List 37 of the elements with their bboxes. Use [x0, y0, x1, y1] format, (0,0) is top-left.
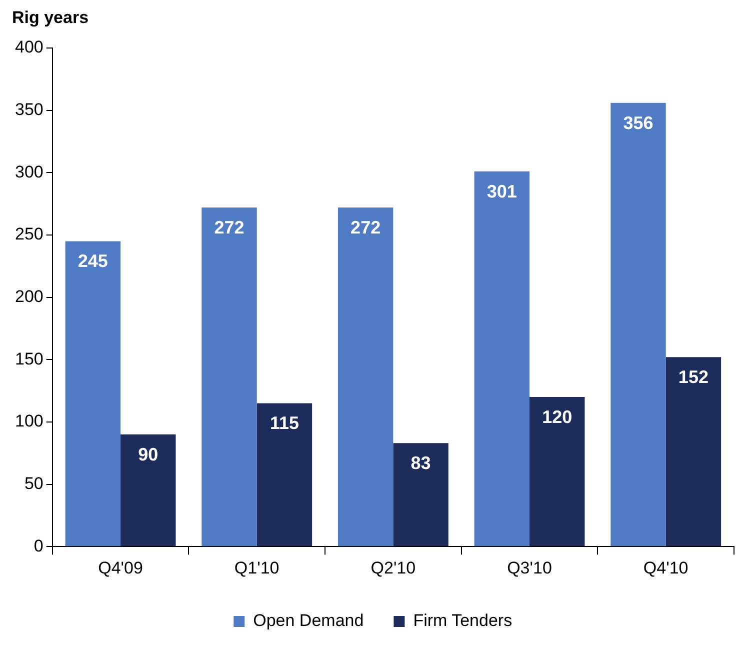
x-tick-label: Q1'10: [234, 558, 280, 578]
legend-label: Firm Tenders: [413, 611, 512, 630]
y-tick-label: 100: [14, 412, 44, 431]
bar: [666, 357, 722, 546]
data-label: 120: [542, 406, 572, 427]
data-label: 90: [138, 444, 158, 464]
x-tick-label: Q2'10: [370, 558, 416, 578]
data-label: 83: [410, 453, 431, 474]
data-label: 152: [678, 367, 708, 388]
y-tick-label: 350: [14, 100, 44, 120]
y-tick-label: 400: [14, 38, 44, 57]
bar: [202, 208, 257, 546]
x-tick-label: Q4'10: [643, 558, 688, 578]
y-tick-label: 150: [14, 349, 44, 368]
y-tick-label: 250: [14, 224, 44, 244]
bar: [65, 241, 121, 546]
data-label: 115: [270, 413, 299, 434]
legend-label: Open Demand: [253, 611, 364, 630]
data-label: 356: [623, 112, 654, 133]
bar: [530, 397, 585, 546]
data-label: 272: [350, 218, 381, 238]
y-tick-label: 200: [14, 286, 44, 306]
x-tick-label: Q3'10: [507, 558, 552, 578]
y-tick-label: 300: [14, 162, 44, 182]
bar: [474, 171, 530, 546]
bar: [393, 443, 448, 546]
data-label: 301: [486, 181, 517, 202]
bar: [338, 208, 394, 546]
x-tick-label: Q4'09: [98, 558, 143, 578]
data-label: 245: [78, 251, 108, 272]
y-tick-label: 50: [24, 474, 44, 493]
y-tick-label: 0: [34, 536, 44, 556]
y-axis-title: Rig years: [12, 8, 89, 28]
bar: [256, 403, 312, 546]
bar: [610, 102, 666, 546]
data-label: 272: [214, 218, 244, 238]
bar: [120, 434, 176, 546]
